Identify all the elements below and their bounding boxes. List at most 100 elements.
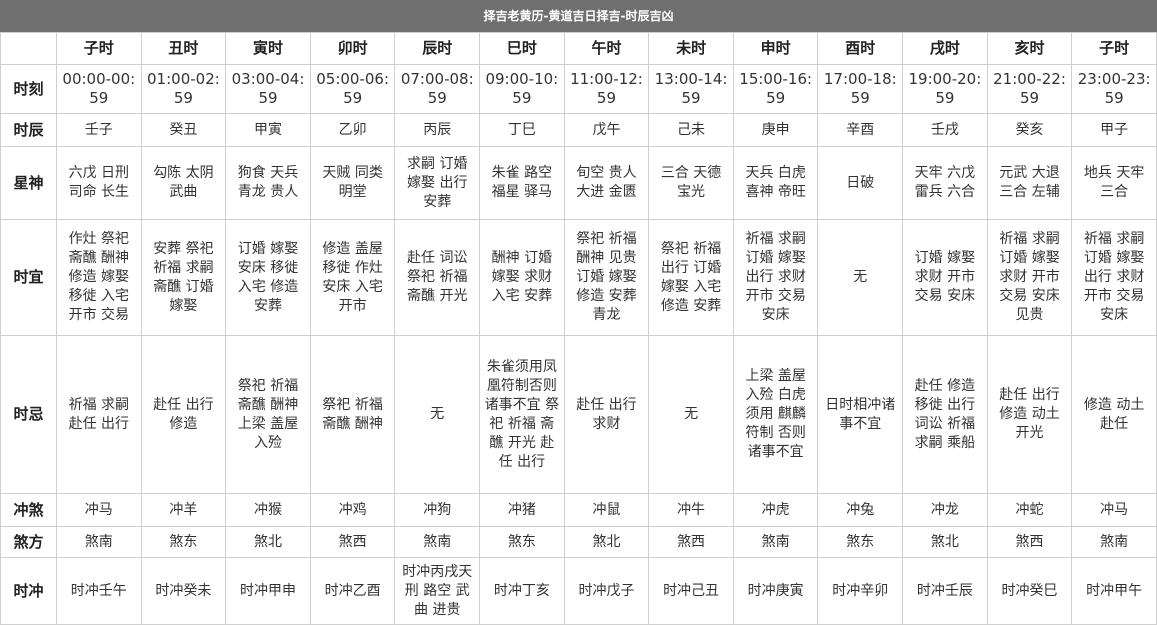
row-label: 时辰 [0, 113, 57, 147]
table-cell: 天牢 六戊 雷兵 六合 [902, 146, 988, 220]
table-cell: 祈福 求嗣 赴任 出行 [56, 335, 142, 494]
table-cell: 癸亥 [986, 113, 1073, 147]
table-cell: 13:00-14:59 [648, 64, 734, 114]
table-cell: 甲寅 [225, 113, 311, 147]
column-header: 酉时 [817, 32, 904, 65]
table-cell: 丁巳 [479, 113, 565, 147]
table-cell: 07:00-08:59 [394, 64, 481, 114]
column-header: 卯时 [309, 32, 396, 65]
table-cell: 勾陈 太阴 武曲 [140, 146, 227, 220]
table-row: 时刻 00:00-00:59 01:00-02:59 03:00-04:59 05:00… [0, 64, 1157, 114]
table-cell: 祭祀 祈福 酬神 见贵 订婚 嫁娶 修造 安葬 青龙 [563, 219, 650, 336]
column-header: 未时 [648, 32, 734, 65]
table-cell: 辛酉 [817, 113, 904, 147]
table-cell: 祭祀 祈福 斋醮 酬神 上梁 盖屋 入殓 [225, 335, 311, 494]
table-cell: 煞东 [479, 526, 565, 558]
column-header: 辰时 [394, 32, 481, 65]
table-cell: 作灶 祭祀 斋醮 酬神 修造 嫁娶 移徙 入宅 开市 交易 [56, 219, 142, 336]
table-cell: 祭祀 祈福 出行 订婚 嫁娶 入宅 修造 安葬 [648, 219, 734, 336]
table-cell: 时冲庚寅 [732, 557, 819, 625]
table-cell: 祭祀 祈福 斋醮 酬神 [309, 335, 396, 494]
table-cell: 乙卯 [309, 113, 396, 147]
column-header: 寅时 [225, 32, 311, 65]
table-cell: 煞西 [648, 526, 734, 558]
row-label: 时刻 [0, 64, 57, 114]
table-cell: 冲蛇 [986, 493, 1073, 527]
table-cell: 无 [394, 335, 481, 494]
table-cell: 地兵 天牢 三合 [1071, 146, 1157, 220]
table-row: 时冲 时冲壬午 时冲癸未 时冲甲申 时冲乙酉 时冲丙戌天刑 路空 武曲 进贵 时冲丁亥 时冲戊… [0, 557, 1157, 625]
table-cell: 煞东 [140, 526, 227, 558]
table-cell: 时冲戊子 [563, 557, 650, 625]
table-cell: 11:00-12:59 [563, 64, 650, 114]
table-cell: 三合 天德 宝光 [648, 146, 734, 220]
column-header: 丑时 [140, 32, 227, 65]
table-cell: 赴任 出行 修造 [140, 335, 227, 494]
table-cell: 冲虎 [732, 493, 819, 527]
table-cell: 朱雀须用凤凰符制否则 诸事不宜 祭祀 祈福 斋醮 开光 赴任 出行 [479, 335, 565, 494]
table-cell: 煞南 [56, 526, 142, 558]
table-cell: 订婚 嫁娶 安床 移徙 入宅 修造 安葬 [225, 219, 311, 336]
table-cell: 赴任 出行 修造 动土 开光 [986, 335, 1073, 494]
table-cell: 赴任 词讼 祭祀 祈福 斋醮 开光 [394, 219, 481, 336]
table-cell: 23:00-23:59 [1071, 64, 1157, 114]
table-cell: 六戊 日刑 司命 长生 [56, 146, 142, 220]
page-title: 择吉老黄历-黄道吉日择吉-时辰吉凶 [0, 0, 1157, 32]
table-cell: 时冲丁亥 [479, 557, 565, 625]
table-cell: 21:00-22:59 [986, 64, 1073, 114]
table-cell: 日时相冲诸事不宜 [817, 335, 904, 494]
column-header: 午时 [563, 32, 650, 65]
table-cell: 时冲壬辰 [902, 557, 988, 625]
table-cell: 时冲癸巳 [986, 557, 1073, 625]
table-cell: 天兵 白虎 喜神 帝旺 [732, 146, 819, 220]
table-cell: 17:00-18:59 [817, 64, 904, 114]
table-cell: 祈福 求嗣 订婚 嫁娶 求财 开市 交易 安床 见贵 [986, 219, 1073, 336]
table-cell: 天贼 同类 明堂 [309, 146, 396, 220]
table-cell: 时冲乙酉 [309, 557, 396, 625]
table-cell: 03:00-04:59 [225, 64, 311, 114]
table-cell: 上梁 盖屋 入殓 白虎 须用 麒麟 符制 否则 诸事不宜 [732, 335, 819, 494]
table-cell: 壬戌 [902, 113, 988, 147]
table-cell: 冲猪 [479, 493, 565, 527]
column-header: 子时 [56, 32, 142, 65]
table-cell: 无 [648, 335, 734, 494]
table-row: 时辰 壬子 癸丑 甲寅 乙卯 丙辰 丁巳 戊午 己未 庚申 辛酉 壬戌 癸亥 甲子 [0, 113, 1157, 147]
table-cell: 时冲甲午 [1071, 557, 1157, 625]
table-cell: 修造 盖屋 移徙 作灶 安床 入宅 开市 [309, 219, 396, 336]
table-row: 冲煞 冲马 冲羊 冲猴 冲鸡 冲狗 冲猪 冲鼠 冲牛 冲虎 冲兔 冲龙 冲蛇 冲马 [0, 493, 1157, 527]
table-cell: 甲子 [1071, 113, 1157, 147]
table-cell: 狗食 天兵 青龙 贵人 [225, 146, 311, 220]
table-cell: 时冲壬午 [56, 557, 142, 625]
table-cell: 祈福 求嗣 订婚 嫁娶 出行 求财 开市 交易 安床 [1071, 219, 1157, 336]
table-cell: 朱雀 路空 福星 驿马 [479, 146, 565, 220]
table-cell: 时冲己丑 [648, 557, 734, 625]
column-header: 亥时 [986, 32, 1073, 65]
table-cell: 元武 大退 三合 左辅 [986, 146, 1073, 220]
header-row: 子时 丑时 寅时 卯时 辰时 巳时 午时 未时 申时 酉时 戌时 亥时 子时 [0, 32, 1157, 65]
column-header: 子时 [1071, 32, 1157, 65]
table-cell: 戊午 [563, 113, 650, 147]
table-cell: 己未 [648, 113, 734, 147]
row-label: 煞方 [0, 526, 57, 558]
table-cell: 订婚 嫁娶 求财 开市 交易 安床 [902, 219, 988, 336]
corner-cell [0, 32, 57, 65]
table-cell: 冲鸡 [309, 493, 396, 527]
table-cell: 煞西 [986, 526, 1073, 558]
table-cell: 煞北 [902, 526, 988, 558]
table-cell: 时冲癸未 [140, 557, 227, 625]
column-header: 巳时 [479, 32, 565, 65]
table-cell: 酬神 订婚 嫁娶 求财 入宅 安葬 [479, 219, 565, 336]
table-cell: 安葬 祭祀 祈福 求嗣 斋醮 订婚 嫁娶 [140, 219, 227, 336]
table-cell: 冲牛 [648, 493, 734, 527]
table-cell: 煞南 [1071, 526, 1157, 558]
table-cell: 煞南 [732, 526, 819, 558]
table-cell: 修造 动土 赴任 [1071, 335, 1157, 494]
table-cell: 丙辰 [394, 113, 481, 147]
table-cell: 00:00-00:59 [56, 64, 142, 114]
column-header: 申时 [732, 32, 819, 65]
table-cell: 冲羊 [140, 493, 227, 527]
table-cell: 求嗣 订婚 嫁娶 出行 安葬 [394, 146, 481, 220]
table-cell: 煞北 [563, 526, 650, 558]
table-row: 时宜 作灶 祭祀 斋醮 酬神 修造 嫁娶 移徙 入宅 开市 交易 安葬 祭祀 祈福 … [0, 219, 1157, 336]
table-cell: 煞南 [394, 526, 481, 558]
